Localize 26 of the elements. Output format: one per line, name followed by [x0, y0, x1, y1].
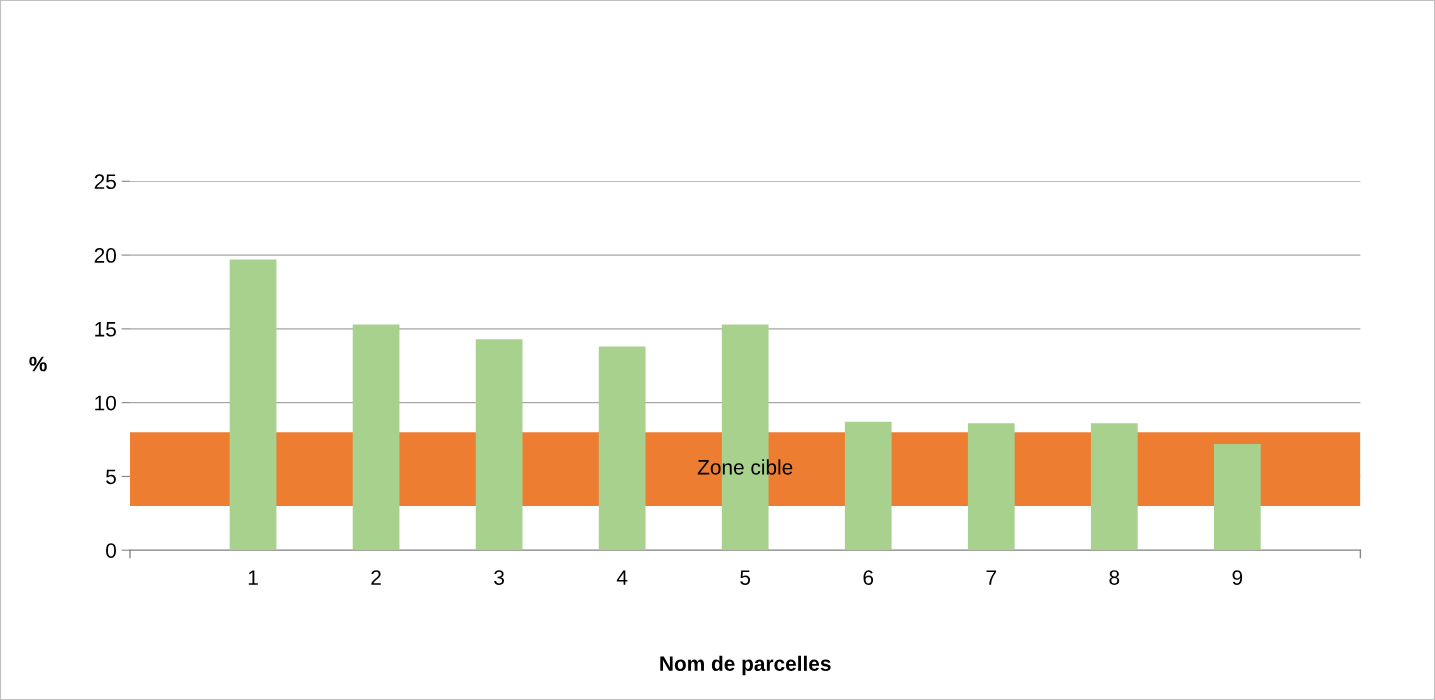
x-tick-label: 2: [371, 570, 381, 585]
x-axis-title: Nom de parcelles: [660, 655, 831, 676]
x-tick-label: 8: [1109, 570, 1120, 585]
bar: [1213, 443, 1261, 551]
y-tick-label: 5: [106, 469, 116, 485]
bar: [967, 423, 1015, 551]
y-tick-label: 10: [95, 395, 116, 411]
x-tick-label: 7: [986, 570, 997, 585]
x-tick-label: 1: [248, 570, 258, 585]
y-tick-label: 20: [94, 248, 116, 263]
x-tick-label: 4: [616, 570, 628, 585]
x-tick-label: 3: [494, 570, 504, 585]
bar: [352, 324, 400, 551]
x-tick-label: 9: [1232, 570, 1243, 585]
bar: [844, 421, 892, 551]
y-tick-label: 25: [94, 174, 116, 190]
bar: [1090, 423, 1138, 551]
bar: [475, 339, 523, 551]
y-axis-title: %: [29, 356, 47, 372]
bar: [598, 346, 646, 551]
x-tick-label: 5: [740, 570, 751, 585]
bar: [229, 259, 277, 551]
y-tick-label: 0: [106, 543, 116, 558]
y-tick-label: 15: [95, 322, 116, 337]
x-tick-label: 6: [863, 570, 874, 585]
band-label: Zone cible: [697, 459, 793, 475]
